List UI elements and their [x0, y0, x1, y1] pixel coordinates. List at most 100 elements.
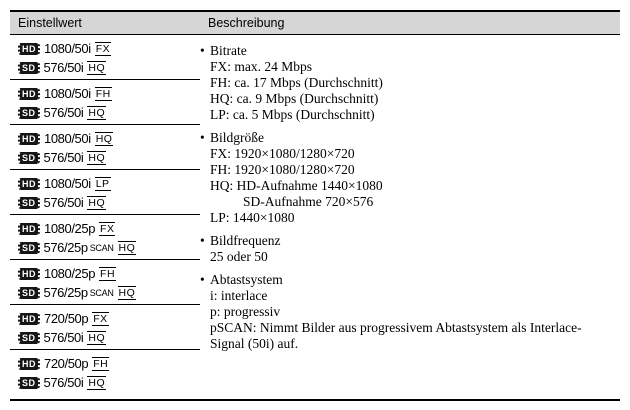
- sd-setting-value: 576/50i: [43, 330, 84, 345]
- table-row: HD 1080/25p FH SD 576/25p SCAN HQ: [10, 260, 200, 305]
- sd-setting-value: 576/50i: [43, 375, 84, 390]
- sd-badge-icon: SD: [18, 286, 40, 299]
- hd-setting-value: 1080/50i: [44, 86, 91, 101]
- sd-badge-icon: SD: [18, 331, 40, 344]
- quality-tag: HQ: [87, 105, 107, 120]
- hd-setting-line: HD 720/50p FX: [18, 309, 200, 328]
- sd-setting-value: 576/25p: [43, 240, 89, 255]
- hd-badge-icon: HD: [18, 222, 40, 235]
- table-row: HD 720/50p FH SD 576/50i HQ: [10, 350, 200, 399]
- quality-tag: HQ: [87, 195, 107, 210]
- sd-setting-value: 576/50i: [43, 60, 84, 75]
- description-section-bildgroesse: • Bildgröße FX: 1920×1080/1280×720 FH: 1…: [200, 130, 616, 226]
- bullet-glyph: •: [200, 43, 205, 58]
- table-row: HD 1080/50i FX SD 576/50i HQ: [10, 35, 200, 80]
- quality-tag: HQ: [117, 285, 137, 300]
- hd-setting-line: HD 1080/25p FX: [18, 219, 200, 238]
- quality-tag: HQ: [117, 240, 137, 255]
- hd-setting-value: 1080/50i: [44, 176, 91, 191]
- sd-badge-icon: SD: [18, 196, 40, 209]
- description-line: p: progressiv: [210, 304, 281, 319]
- sd-setting-line: SD 576/50i HQ: [18, 103, 200, 122]
- description-line: 25 oder 50: [210, 249, 268, 264]
- hd-setting-value: 1080/50i: [44, 41, 91, 56]
- sd-setting-line: SD 576/50i HQ: [18, 58, 200, 77]
- quality-tag: HQ: [87, 60, 107, 75]
- sd-setting-value: 576/50i: [43, 195, 84, 210]
- bullet-glyph: •: [200, 130, 205, 145]
- hd-setting-value: 1080/25p: [44, 266, 96, 281]
- description-line: HQ: ca. 9 Mbps (Durchschnitt): [210, 91, 379, 106]
- column-header-beschreibung: Beschreibung: [208, 16, 285, 30]
- table-body: HD 1080/50i FX SD 576/50i HQ HD 1080/50i…: [10, 35, 620, 399]
- table-row: HD 1080/50i LP SD 576/50i HQ: [10, 170, 200, 215]
- sd-badge-icon: SD: [18, 376, 40, 389]
- hd-badge-icon: HD: [18, 87, 40, 100]
- section-title: Bitrate: [210, 43, 247, 58]
- sd-setting-line: SD 576/50i HQ: [18, 373, 200, 392]
- hd-badge-icon: HD: [18, 177, 40, 190]
- section-title-row: • Bildfrequenz: [200, 233, 616, 249]
- sd-setting-line: SD 576/25p SCAN HQ: [18, 283, 200, 302]
- settings-table: Einstellwert Beschreibung HD 1080/50i FX…: [10, 10, 620, 401]
- sd-setting-line: SD 576/50i HQ: [18, 148, 200, 167]
- quality-tag: FH: [92, 356, 110, 371]
- sd-setting-value: 576/50i: [43, 105, 84, 120]
- quality-tag: LP: [94, 176, 111, 191]
- description-column: • Bitrate FX: max. 24 Mbps FH: ca. 17 Mb…: [200, 35, 620, 399]
- bullet-glyph: •: [200, 272, 205, 287]
- quality-tag: FX: [99, 221, 116, 236]
- hd-setting-line: HD 1080/50i FH: [18, 84, 200, 103]
- hd-setting-line: HD 1080/25p FH: [18, 264, 200, 283]
- hd-setting-value: 720/50p: [44, 356, 89, 371]
- section-title: Abtastsystem: [210, 272, 283, 287]
- description-line: HQ: HD-Aufnahme 1440×1080: [210, 178, 383, 193]
- description-line: LP: 1440×1080: [210, 210, 295, 225]
- hd-badge-icon: HD: [18, 132, 40, 145]
- sd-badge-icon: SD: [18, 151, 40, 164]
- hd-setting-value: 720/50p: [44, 311, 89, 326]
- sd-badge-icon: SD: [18, 241, 40, 254]
- description-line: FX: max. 24 Mbps: [210, 59, 313, 74]
- quality-tag: HQ: [87, 330, 107, 345]
- description-line: SD-Aufnahme 720×576: [243, 194, 374, 209]
- description-line: FH: ca. 17 Mbps (Durchschnitt): [210, 75, 383, 90]
- settings-column: HD 1080/50i FX SD 576/50i HQ HD 1080/50i…: [10, 35, 200, 399]
- section-title-row: • Abtastsystem: [200, 272, 616, 288]
- table-row: HD 1080/50i FH SD 576/50i HQ: [10, 80, 200, 125]
- column-header-einstellwert: Einstellwert: [18, 16, 82, 30]
- quality-tag: FH: [99, 266, 117, 281]
- quality-tag: HQ: [87, 375, 107, 390]
- sd-setting-line: SD 576/50i HQ: [18, 193, 200, 212]
- hd-setting-line: HD 1080/50i LP: [18, 174, 200, 193]
- hd-badge-icon: HD: [18, 267, 40, 280]
- hd-setting-value: 1080/25p: [44, 221, 96, 236]
- table-row: HD 1080/50i HQ SD 576/50i HQ: [10, 125, 200, 170]
- quality-tag: FX: [92, 311, 109, 326]
- sd-setting-line: SD 576/25p SCAN HQ: [18, 238, 200, 257]
- description-line: FX: 1920×1080/1280×720: [210, 146, 355, 161]
- table-header-row: Einstellwert Beschreibung: [10, 12, 620, 35]
- quality-tag: HQ: [87, 150, 107, 165]
- hd-badge-icon: HD: [18, 357, 40, 370]
- description-line: i: interlace: [210, 288, 268, 303]
- description-section-bitrate: • Bitrate FX: max. 24 Mbps FH: ca. 17 Mb…: [200, 43, 616, 123]
- table-row: HD 720/50p FX SD 576/50i HQ: [10, 305, 200, 350]
- bullet-glyph: •: [200, 233, 205, 248]
- sd-setting-value: 576/50i: [43, 150, 84, 165]
- description-line: FH: 1920×1080/1280×720: [210, 162, 355, 177]
- hd-badge-icon: HD: [18, 312, 40, 325]
- quality-tag: FX: [94, 41, 112, 56]
- sd-badge-icon: SD: [18, 106, 40, 119]
- section-title: Bildgröße: [210, 130, 264, 145]
- table-row: HD 1080/25p FX SD 576/25p SCAN HQ: [10, 215, 200, 260]
- section-title-row: • Bitrate: [200, 43, 616, 59]
- hd-setting-line: HD 1080/50i HQ: [18, 129, 200, 148]
- description-section-bildfrequenz: • Bildfrequenz 25 oder 50: [200, 233, 616, 265]
- description-line: pSCAN: Nimmt Bilder aus progressivem Abt…: [210, 320, 582, 335]
- description-line: LP: ca. 5 Mbps (Durchschnitt): [210, 107, 375, 122]
- section-title: Bildfrequenz: [210, 233, 281, 248]
- sd-badge-icon: SD: [18, 61, 40, 74]
- hd-setting-line: HD 1080/50i FX: [18, 39, 200, 58]
- scan-label: SCAN: [89, 287, 114, 298]
